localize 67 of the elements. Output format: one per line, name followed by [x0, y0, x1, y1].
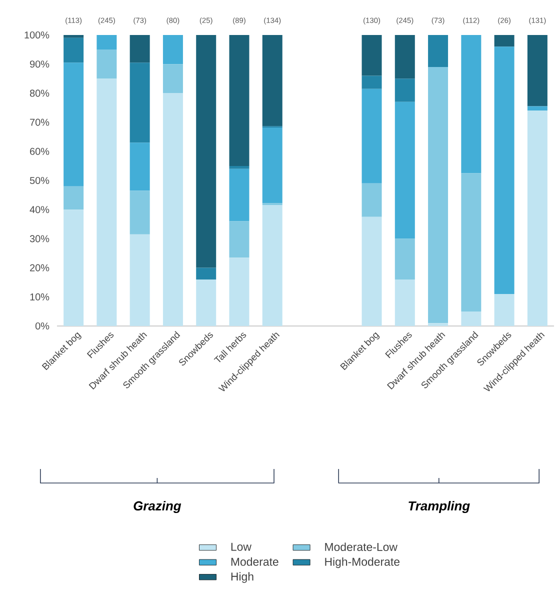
bar: [527, 110, 548, 326]
bar: [362, 183, 382, 217]
bar: [527, 106, 548, 111]
bar: [494, 34, 514, 47]
bar: [130, 62, 150, 143]
bar: [394, 238, 415, 280]
bar: [64, 34, 84, 38]
text: Trampling: [408, 500, 470, 514]
bar: [196, 279, 216, 326]
bar: [229, 166, 250, 169]
bar: [461, 173, 482, 312]
bar: [162, 64, 183, 94]
bar: [362, 34, 382, 76]
bar: [64, 210, 84, 326]
y-tick-label: 50%: [30, 176, 50, 184]
bar: [130, 234, 150, 326]
bar: [96, 50, 117, 79]
bar: [428, 67, 448, 324]
bar: [494, 294, 514, 326]
bar: [162, 93, 183, 326]
y-tick-label: 90%: [30, 60, 50, 68]
text: Grazing: [134, 500, 182, 514]
bar: [64, 186, 84, 210]
bar: [494, 46, 514, 294]
y-tick-label: 40%: [30, 206, 50, 214]
legend-label: Moderate: [231, 557, 278, 566]
bar: [229, 34, 250, 166]
y-tick-label: 100%: [24, 31, 50, 39]
bar: [196, 34, 216, 268]
bar: [64, 62, 84, 186]
legend-label: Moderate-Low: [325, 542, 398, 552]
bar: [461, 311, 482, 326]
bar: [527, 34, 548, 106]
bar: [64, 38, 84, 63]
bar: [130, 142, 150, 191]
legend-label: High: [231, 572, 254, 583]
y-tick-label: 20%: [30, 264, 50, 272]
bar: [362, 88, 382, 184]
bar: [394, 102, 415, 239]
bar: [262, 128, 282, 204]
bar: [130, 34, 150, 63]
bar: [262, 205, 282, 326]
y-tick-label: 0%: [35, 322, 50, 330]
bar: [394, 279, 415, 326]
bar: [229, 258, 250, 326]
bar: [162, 34, 183, 64]
y-tick-label: 70%: [30, 118, 50, 126]
bar: [229, 221, 250, 258]
legend-label: High-Moderate: [325, 557, 400, 568]
bar: [96, 78, 117, 326]
bar: [362, 76, 382, 89]
bar: [428, 34, 448, 68]
legend-label: Low: [231, 542, 252, 551]
bar: [394, 78, 415, 102]
bar: [96, 34, 117, 50]
bar: [262, 34, 282, 126]
y-tick-label: 80%: [30, 90, 50, 97]
y-tick-label: 30%: [30, 235, 50, 242]
bar: [461, 34, 482, 174]
bar: [394, 34, 415, 79]
bar: [428, 323, 448, 326]
bar: [130, 190, 150, 234]
bar: [229, 168, 250, 222]
y-tick-label: 60%: [30, 148, 50, 155]
bar: [196, 268, 216, 280]
y-tick-label: 10%: [30, 293, 50, 300]
bar: [362, 216, 382, 326]
